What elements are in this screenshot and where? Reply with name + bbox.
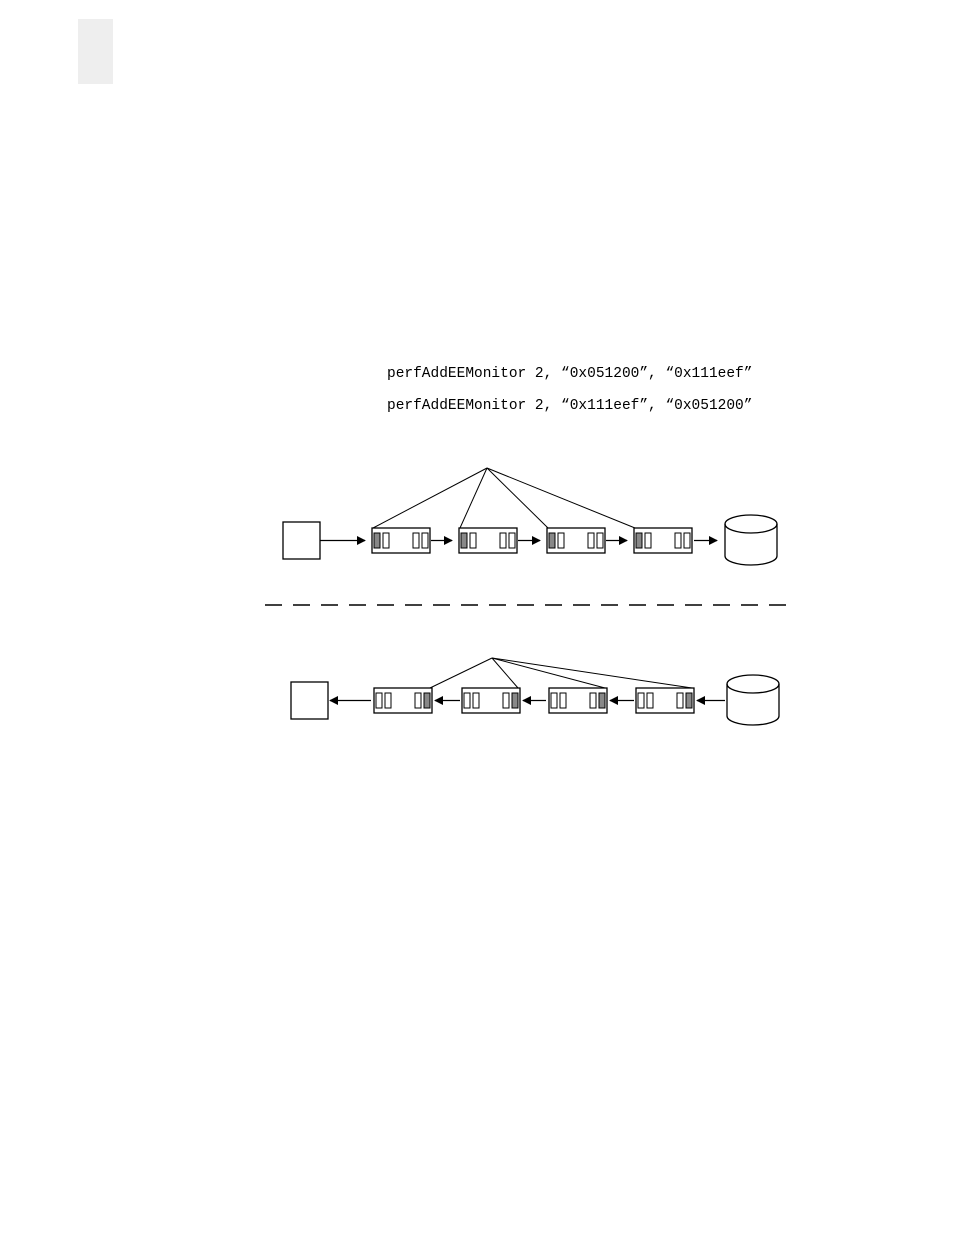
flow-diagram xyxy=(265,450,795,770)
page-number-box xyxy=(78,19,113,84)
command-block: perfAddEEMonitor 2, “0x051200”, “0x111ee… xyxy=(387,367,752,413)
command-line-1: perfAddEEMonitor 2, “0x051200”, “0x111ee… xyxy=(387,367,752,382)
command-line-2: perfAddEEMonitor 2, “0x111eef”, “0x05120… xyxy=(387,399,752,414)
